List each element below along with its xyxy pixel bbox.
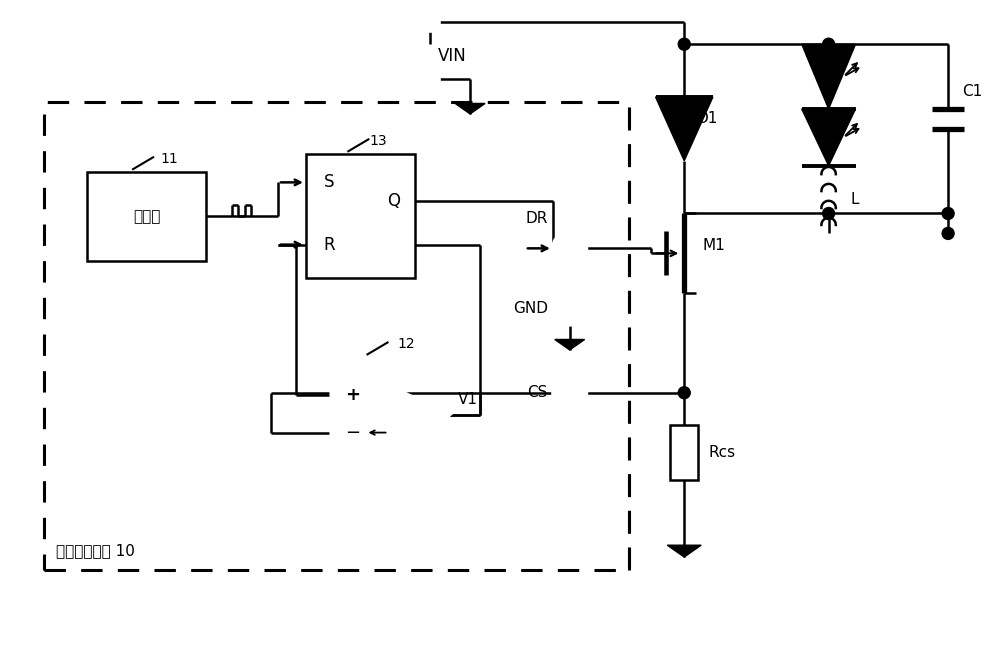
Circle shape: [942, 208, 954, 219]
Polygon shape: [802, 109, 856, 166]
Text: GND: GND: [513, 300, 548, 316]
Bar: [87, 172, 206, 261]
Bar: [306, 154, 415, 278]
Text: −: −: [345, 424, 360, 442]
Circle shape: [823, 208, 835, 219]
Text: 计时器: 计时器: [133, 209, 160, 224]
Text: Rcs: Rcs: [708, 445, 735, 460]
Polygon shape: [455, 103, 485, 114]
Text: 11: 11: [161, 152, 179, 166]
Polygon shape: [667, 545, 701, 557]
Circle shape: [421, 70, 439, 88]
Circle shape: [678, 38, 690, 50]
Polygon shape: [802, 44, 856, 109]
Text: D1: D1: [696, 111, 718, 127]
Polygon shape: [656, 97, 713, 160]
Text: S: S: [324, 174, 334, 192]
Circle shape: [553, 231, 587, 265]
Text: L: L: [851, 192, 859, 207]
Polygon shape: [555, 339, 585, 350]
Circle shape: [942, 227, 954, 239]
Text: R: R: [324, 235, 335, 254]
Circle shape: [823, 38, 835, 50]
Circle shape: [421, 13, 439, 31]
Circle shape: [678, 387, 690, 398]
Text: +: +: [345, 386, 360, 404]
Text: C1: C1: [962, 84, 982, 99]
Circle shape: [553, 376, 587, 410]
Text: M1: M1: [702, 238, 725, 253]
Text: Q: Q: [387, 192, 400, 210]
Text: DR: DR: [525, 211, 548, 227]
Text: 恒流控制电路 10: 恒流控制电路 10: [56, 543, 135, 558]
Text: 13: 13: [369, 134, 387, 148]
Text: 12: 12: [398, 337, 415, 351]
Polygon shape: [331, 357, 450, 473]
Bar: [670, 425, 698, 480]
Circle shape: [553, 291, 587, 325]
Text: VIN: VIN: [438, 47, 467, 65]
Text: V1: V1: [458, 392, 478, 407]
Text: CS: CS: [527, 385, 548, 400]
